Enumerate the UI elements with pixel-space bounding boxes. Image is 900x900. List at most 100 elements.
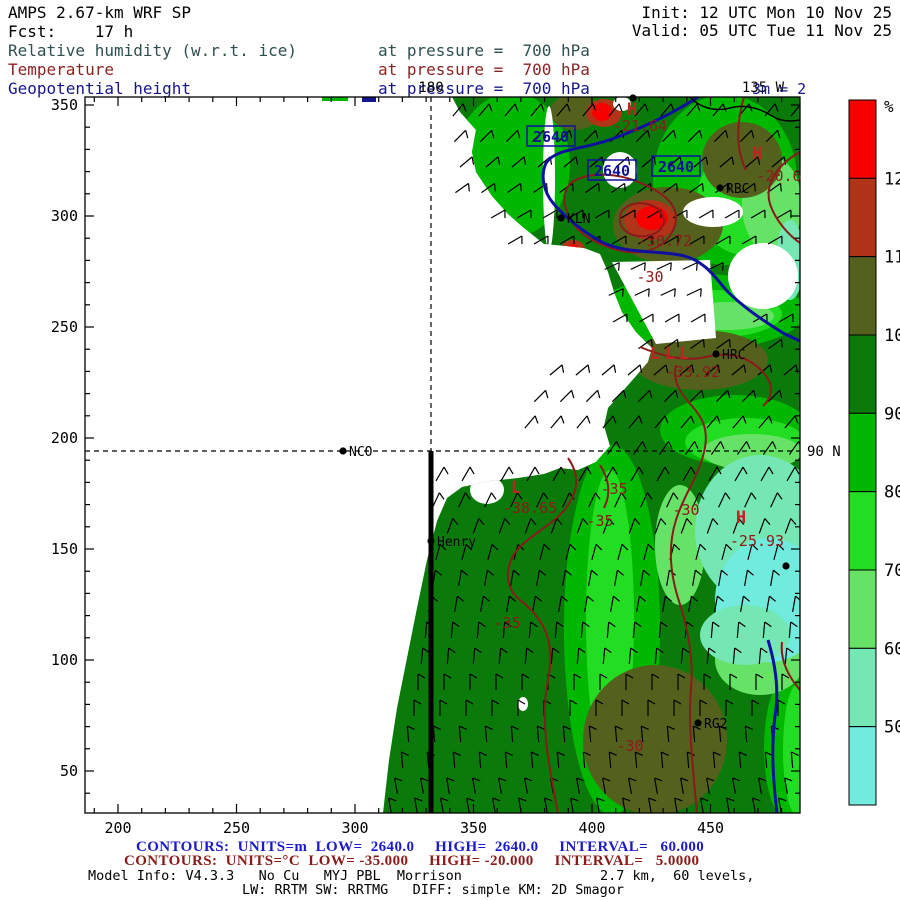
colorbar: 120 110 100 90 80 70 60 50% [848,97,900,806]
colorbar-segment [848,99,877,179]
svg-text:350: 350 [460,819,487,837]
height-contour-label-box [526,125,576,147]
station-label: NCO [349,445,373,460]
colorbar-segment [848,491,877,571]
station-label: RG2 [704,717,727,732]
colorbar-segment [848,334,877,414]
run-times: Init: 12 UTC Mon 10 Nov 25 Valid: 05 UTC… [540,4,892,40]
station-label: HRC [722,348,745,363]
station-label: Henry [437,535,476,550]
field-1-level: at pressure = 700 hPa [378,41,590,60]
temp-contour-label: -35 [600,480,627,498]
rh-field-layer [322,97,800,813]
station-label: RBC [726,182,749,197]
colorbar-tick-label: 120 [884,169,900,189]
station-dot [557,214,565,222]
field-3-level: at pressure = 700 hPa [378,79,590,98]
meridian-label: 135 W [742,80,785,96]
svg-text:300: 300 [341,819,368,837]
colorbar-segment [848,569,877,649]
height-contour-label: 2640 [658,158,694,176]
svg-text:300: 300 [51,207,78,225]
height-contour-label: 2640 [594,162,630,180]
height-contour-label-box [587,159,637,181]
model-info-right: 2.7 km, 60 levels, [600,868,755,884]
meridian-label: 180 [418,80,443,96]
colorbar-tick-label: 110 [884,248,900,268]
axis-tick-labels: 200 250 300 350 400 450 350 300 250 200 150 100 50 18… [51,80,841,837]
init-time: Init: 12 UTC Mon 10 Nov 25 [641,3,892,22]
temp-contour-label: -30.72 [638,232,692,250]
temp-contour-label: -30 [616,737,643,755]
plot-border [84,96,801,814]
svg-text:200: 200 [51,429,78,447]
colorbar-tick-label: 50 [884,718,900,738]
field-1-name: Relative humidity (w.r.t. ice) [8,41,297,60]
valid-time: Valid: 05 UTC Tue 11 Nov 25 [631,21,892,40]
temp-contour-label: -21.64 [613,117,667,135]
svg-text:250: 250 [223,819,250,837]
model-title: AMPS 2.67-km WRF SP [8,3,192,22]
svg-text:350: 350 [51,96,78,114]
axis-ticks [85,97,800,813]
physics-info: LW: RRTM SW: RRTMG DIFF: simple KM: 2D S… [242,882,625,898]
model-info: Model Info: V4.3.3 No Cu MYJ PBL Morriso… [88,868,462,884]
station-label: KLN [567,212,590,227]
latitude-label: 90 N [807,444,841,460]
svg-text:50: 50 [60,762,78,780]
colorbar-units: % [884,97,894,116]
station-dot [427,537,435,545]
svg-text:200: 200 [104,819,131,837]
colorbar-segment [848,726,877,806]
colorbar-segment [848,412,877,493]
forecast-hour: Fcst: 17 h [8,22,134,41]
station-dot [694,719,702,727]
colorbar-segment [848,647,877,728]
station-dot [339,447,347,455]
high-low-marker: H [627,100,637,120]
svg-text:250: 250 [51,318,78,336]
height-contour-info: CONTOURS: UNITS=m LOW= 2640.0 HIGH= 2640… [136,839,705,855]
field-2-level: at pressure = 700 hPa [378,60,590,79]
colorbar-segment [848,256,877,336]
colorbar-segment [848,177,877,258]
temp-contour-label: -30 [672,501,699,519]
svg-text:100: 100 [51,651,78,669]
temp-contour-label: -38.65 [503,499,557,517]
height-contour-label: 2640 [533,128,569,146]
barb-legend: 3m = 2 [752,80,806,98]
high-low-marker: H [752,144,762,164]
colorbar-tick-label: 70 [884,561,900,581]
temp-contour-info: CONTOURS: UNITS=°C LOW= -35.000 HIGH= -2… [124,853,700,869]
temp-contour-label: -30 [636,268,663,286]
colorbar-tick-label: 60 [884,639,900,659]
temp-contour-label: -20.6 [756,167,801,185]
high-low-marker: L [665,344,675,364]
temp-contour-label: -33.92 [666,363,720,381]
high-low-marker: L [650,344,660,364]
station-dot [782,562,790,570]
field-2-name: Temperature [8,60,114,79]
map-annotations: 2640 2640 2640 -21.64 -30.72 -30 -33.92 -38.65 -… [339,94,802,755]
temp-contour-label: -35 [586,512,613,530]
high-low-marker: L [679,344,689,364]
wind-barbs-layer [388,103,800,813]
high-low-marker: H [736,508,746,528]
svg-text:450: 450 [697,819,724,837]
station-dot [712,350,720,358]
svg-text:150: 150 [51,540,78,558]
temp-contour-label: -35 [493,614,520,632]
station-dot [629,94,637,102]
svg-text:400: 400 [578,819,605,837]
temp-contour-label: -25.93 [730,532,784,550]
colorbar-tick-label: 100 [884,326,900,346]
high-low-marker: L [511,478,521,498]
field-3-name: Geopotential height [8,79,192,98]
height-contour-label-box [651,155,701,177]
contour-lines-layer [85,97,800,813]
station-dot [716,184,724,192]
colorbar-tick-label: 80 [884,483,900,503]
colorbar-tick-label: 90 [884,404,900,424]
